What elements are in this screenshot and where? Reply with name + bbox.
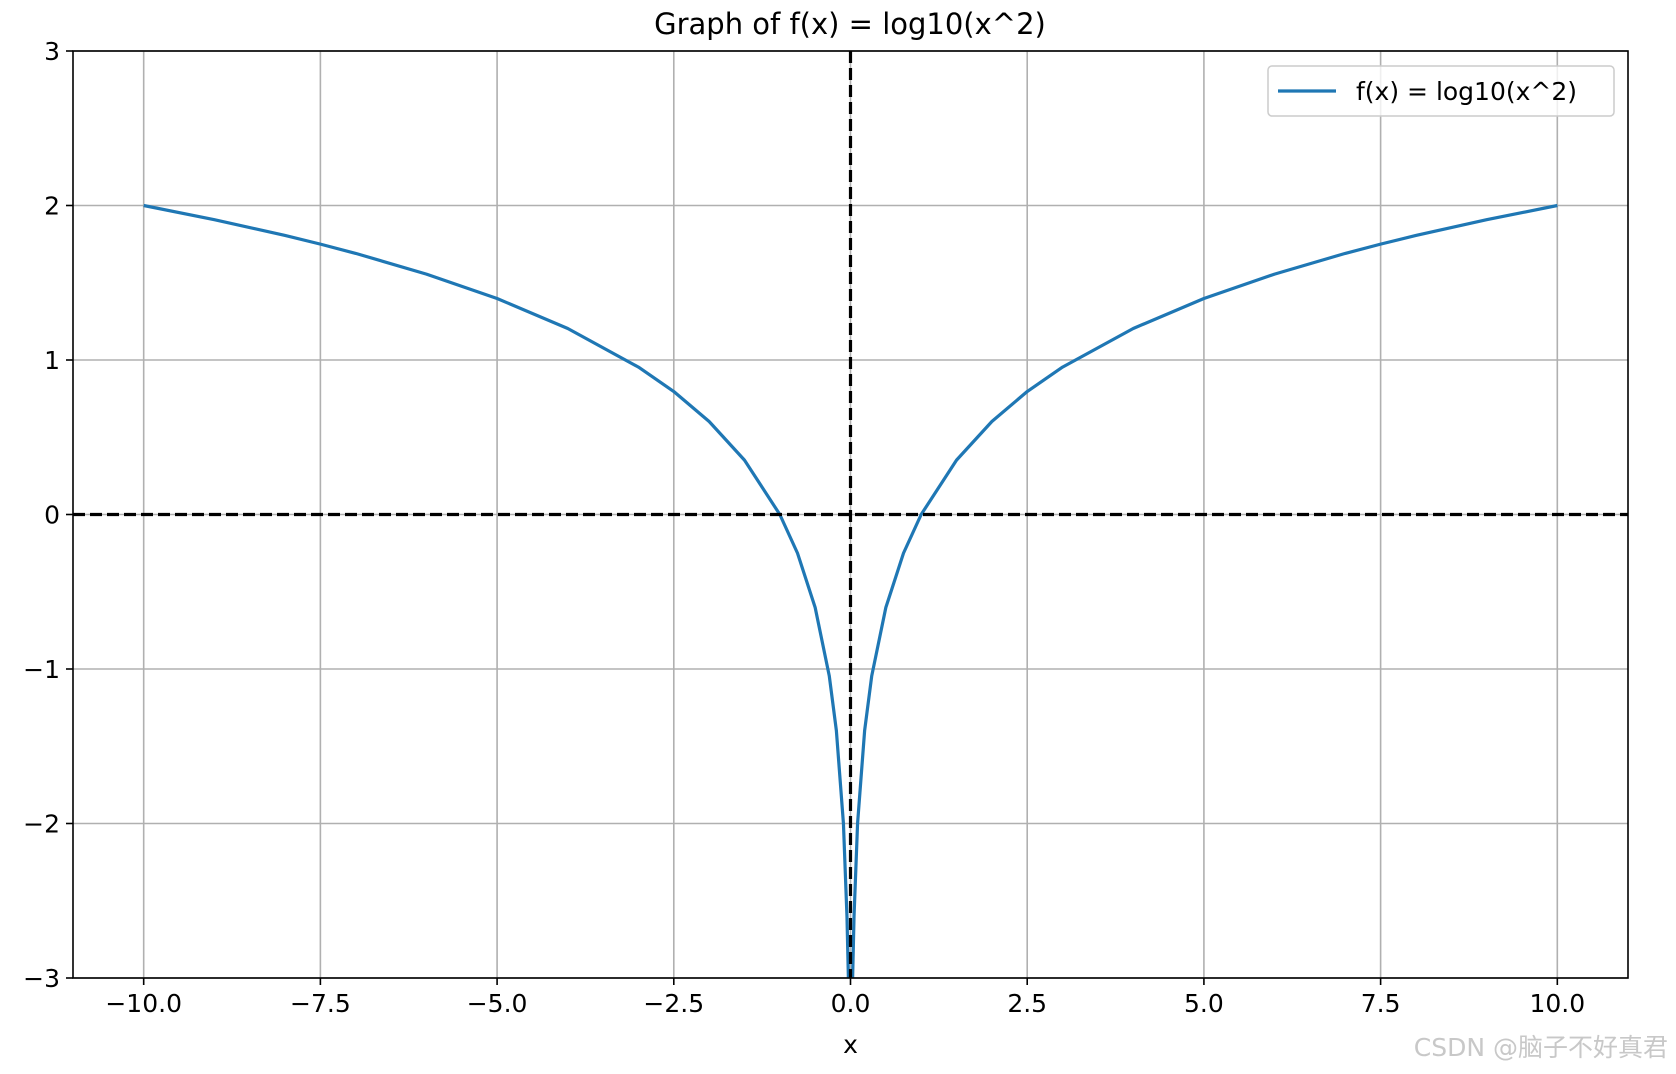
x-tick-label: 10.0: [1529, 989, 1585, 1018]
x-tick-label: −2.5: [643, 989, 704, 1018]
x-tick-label: 0.0: [831, 989, 871, 1018]
series-line-right: [851, 203, 1558, 978]
x-axis-ticks: −10.0 −7.5 −5.0 −2.5 0.0 2.5 5.0 7.5 10.0: [105, 978, 1585, 1018]
y-axis-ticks: −3 −2 −1 0 1 2 3: [23, 37, 73, 993]
series-lines: [143, 203, 1558, 978]
legend-box: [1267, 65, 1615, 117]
y-tick-label: −2: [23, 810, 60, 839]
x-tick-label: −7.5: [290, 989, 351, 1018]
y-tick-label: 0: [44, 501, 60, 530]
y-tick-label: 1: [44, 346, 60, 375]
legend-label: f(x) = log10(x^2): [1356, 77, 1577, 106]
x-axis-label: x: [843, 1030, 858, 1059]
x-tick-label: 5.0: [1184, 989, 1224, 1018]
watermark-text: CSDN @脑子不好真君: [1414, 1033, 1668, 1062]
x-tick-label: 7.5: [1361, 989, 1401, 1018]
chart-title: Graph of f(x) = log10(x^2): [654, 7, 1046, 41]
y-tick-label: −1: [23, 655, 60, 684]
x-tick-label: −10.0: [105, 989, 182, 1018]
y-tick-label: 2: [44, 192, 60, 221]
x-tick-label: 2.5: [1007, 989, 1047, 1018]
x-tick-label: −5.0: [467, 989, 528, 1018]
legend: f(x) = log10(x^2): [1267, 65, 1615, 117]
y-tick-label: −3: [23, 964, 60, 993]
series-line-left: [143, 203, 850, 978]
y-tick-label: 3: [44, 37, 60, 66]
reference-lines: [73, 51, 1628, 978]
